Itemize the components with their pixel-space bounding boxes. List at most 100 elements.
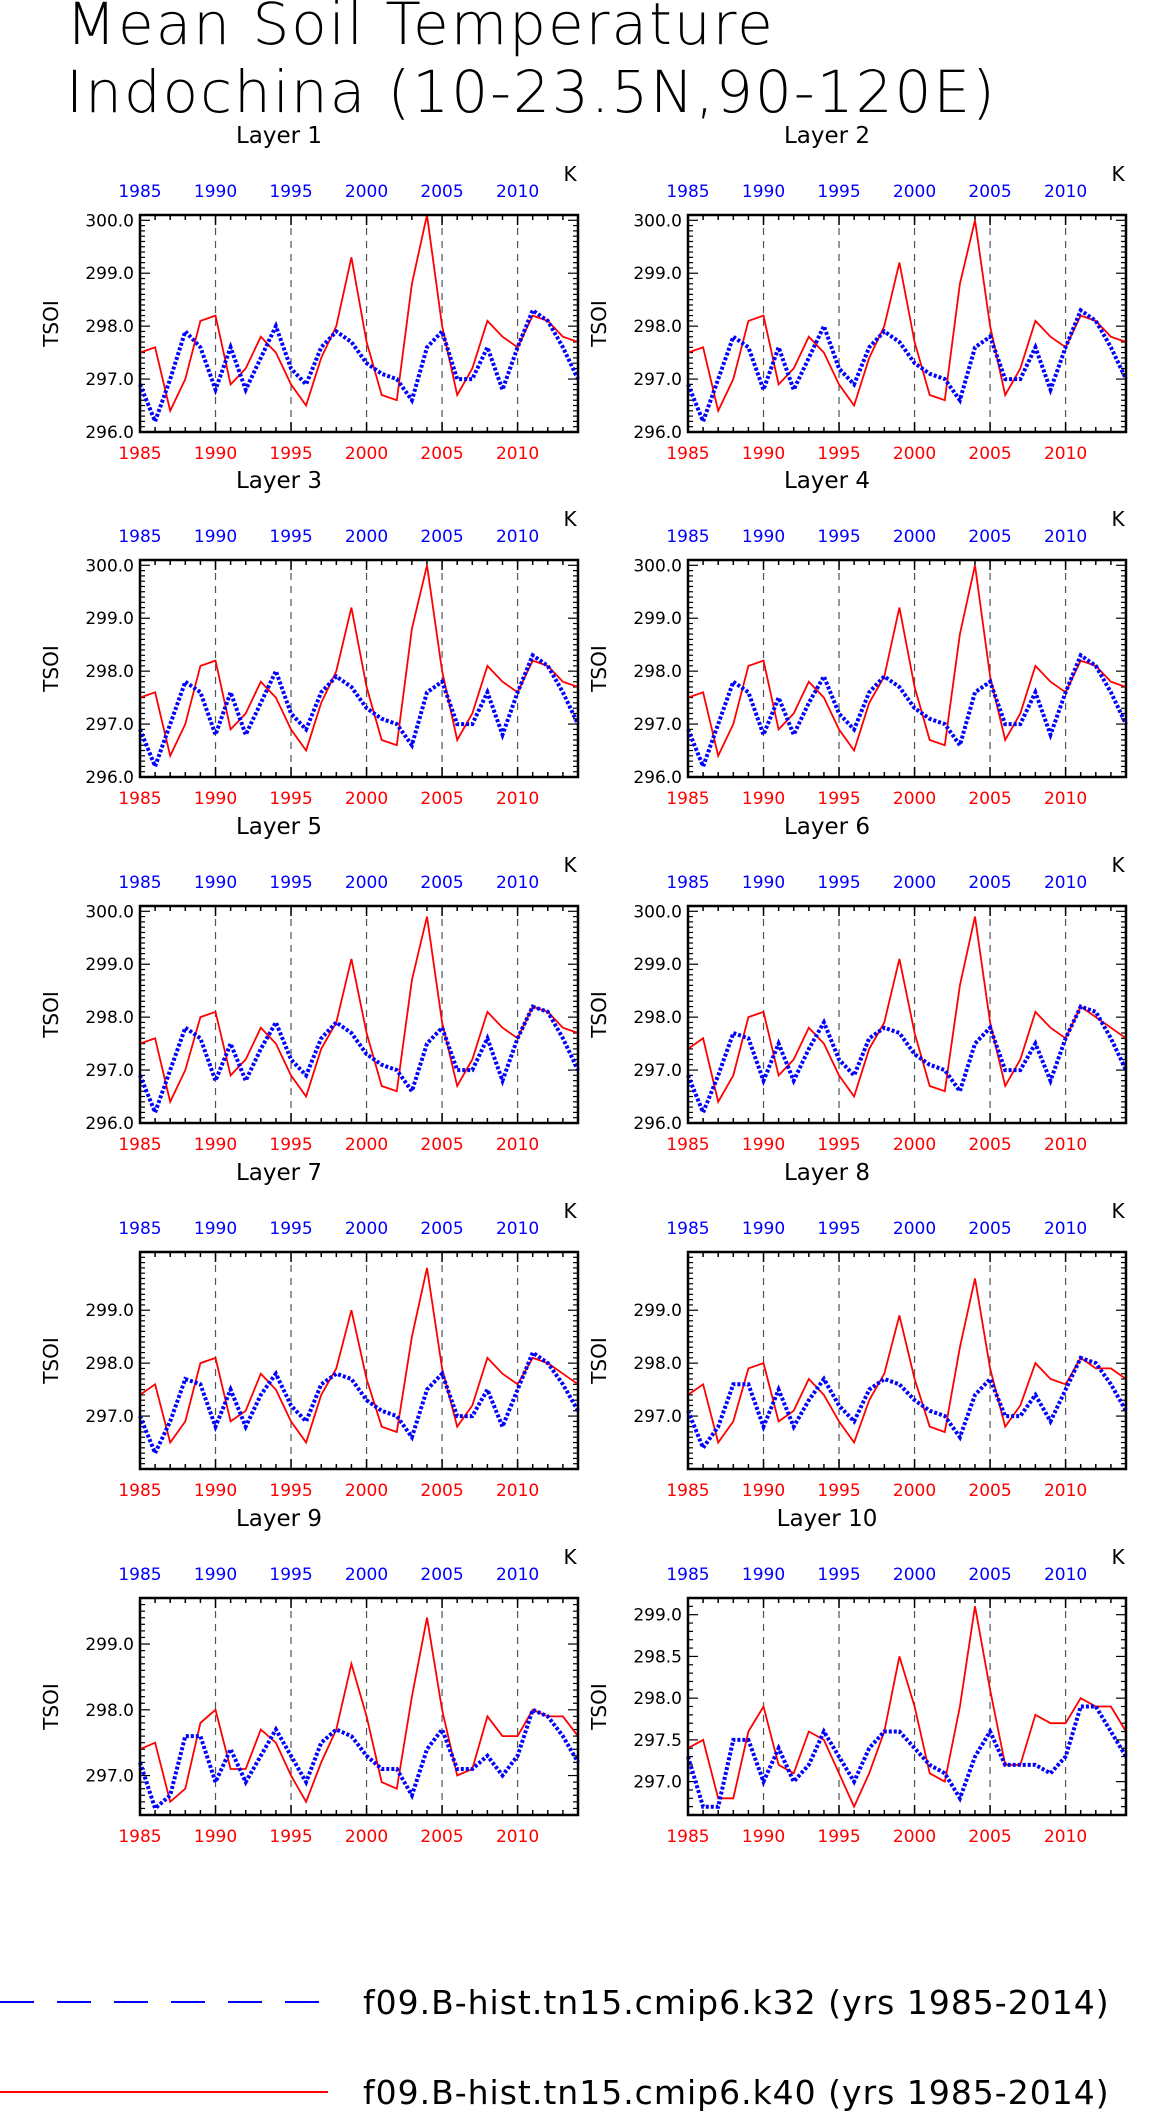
panel-title: Layer 7: [236, 1160, 322, 1186]
top-tick-label: 2010: [1044, 1565, 1087, 1585]
bottom-tick-label: 1990: [742, 444, 785, 464]
top-tick-label: 1990: [194, 1565, 237, 1585]
bottom-tick-label: 1985: [666, 789, 709, 809]
top-tick-label: 2005: [420, 527, 463, 547]
series-line-k32: [138, 1707, 580, 1812]
y-tick-label: 296.0: [633, 768, 682, 788]
y-tick-label: 298.0: [633, 317, 682, 337]
bottom-tick-label: 1985: [666, 1481, 709, 1501]
y-tick-label: 296.0: [633, 423, 682, 443]
bottom-tick-label: 2000: [345, 789, 388, 809]
y-tick-label: 297.0: [85, 1767, 134, 1787]
series-line-k40: [139, 916, 579, 1105]
y-tick-label: 300.0: [85, 556, 134, 576]
bottom-tick-label: 1990: [194, 789, 237, 809]
series-line-k32: [686, 1355, 1128, 1452]
y-axis-label: TSOI: [587, 645, 611, 693]
top-tick-label: 1990: [194, 1219, 237, 1239]
series-line-k32: [138, 1004, 580, 1118]
bottom-tick-label: 1995: [269, 1481, 312, 1501]
y-tick-label: 300.0: [633, 556, 682, 576]
y-tick-label: 297.0: [85, 715, 134, 735]
bottom-tick-label: 2005: [420, 1827, 463, 1847]
y-tick-label: 297.5: [633, 1731, 682, 1751]
unit-label: K: [1111, 853, 1125, 877]
plot-frame: [138, 1596, 580, 1817]
bottom-tick-label: 2010: [1044, 1827, 1087, 1847]
y-tick-label: 298.0: [85, 662, 134, 682]
bottom-tick-label: 1995: [269, 444, 312, 464]
top-tick-label: 2000: [893, 1219, 936, 1239]
y-axis-label: TSOI: [587, 300, 611, 348]
top-tick-label: 1985: [666, 873, 709, 893]
bottom-tick-label: 1995: [817, 1827, 860, 1847]
series-line-k32: [138, 1349, 580, 1459]
top-tick-label: 2000: [893, 527, 936, 547]
bottom-tick-label: 1985: [118, 444, 161, 464]
top-tick-label: 1990: [742, 182, 785, 202]
y-tick-label: 297.0: [633, 1773, 682, 1793]
top-tick-label: 2000: [345, 1219, 388, 1239]
bottom-tick-label: 1995: [269, 789, 312, 809]
panel-title: Layer 9: [236, 1506, 322, 1532]
bottom-tick-label: 2005: [968, 1135, 1011, 1155]
y-tick-label: 299.0: [633, 264, 682, 284]
top-tick-label: 2010: [1044, 182, 1087, 202]
series-line-k32: [138, 307, 580, 427]
series-line-k32: [686, 307, 1128, 427]
bottom-tick-label: 1985: [118, 1481, 161, 1501]
unit-label: K: [1111, 1545, 1125, 1569]
top-tick-label: 1995: [269, 1219, 312, 1239]
plot-frame: [686, 558, 1128, 779]
bottom-tick-label: 2005: [968, 789, 1011, 809]
bottom-tick-label: 1990: [194, 1481, 237, 1501]
unit-label: K: [563, 507, 577, 531]
unit-label: K: [1111, 507, 1125, 531]
y-tick-label: 299.0: [85, 609, 134, 629]
top-tick-label: 1985: [118, 873, 161, 893]
top-tick-label: 2010: [496, 527, 539, 547]
top-tick-label: 1985: [666, 1565, 709, 1585]
y-tick-label: 296.0: [633, 1114, 682, 1134]
plot-frame: [686, 213, 1128, 434]
main-title-line-2: Indochina (10-23.5N,90-120E): [66, 58, 997, 126]
y-axis-label: TSOI: [39, 645, 63, 693]
top-tick-label: 2000: [345, 1565, 388, 1585]
top-tick-label: 1995: [817, 182, 860, 202]
series-line-k40: [687, 220, 1127, 414]
y-tick-label: 297.0: [85, 1061, 134, 1081]
y-tick-label: 299.0: [85, 1301, 134, 1321]
y-tick-label: 298.5: [633, 1647, 682, 1667]
y-axis-label: TSOI: [587, 1337, 611, 1385]
y-tick-label: 299.0: [85, 264, 134, 284]
plot-frame: [138, 904, 580, 1125]
main-title-line-1: Mean Soil Temperature: [66, 0, 775, 58]
y-tick-label: 297.0: [633, 715, 682, 735]
bottom-tick-label: 1985: [666, 444, 709, 464]
legend-label-k40: f09.B-hist.tn15.cmip6.k40 (yrs 1985-2014…: [363, 2073, 1110, 2112]
bottom-tick-label: 2005: [420, 444, 463, 464]
series-line-k40: [687, 565, 1127, 759]
y-axis-label: TSOI: [587, 991, 611, 1039]
plot-frame: [138, 558, 580, 779]
panel-5: Layer 5 K TSOI 296.0 297.0 298.0 299.0 300.0 198…: [39, 814, 580, 1155]
top-tick-label: 2010: [1044, 527, 1087, 547]
top-tick-label: 2005: [968, 1219, 1011, 1239]
top-tick-label: 1985: [118, 182, 161, 202]
y-tick-label: 298.0: [633, 1008, 682, 1028]
top-tick-label: 1995: [817, 873, 860, 893]
y-axis-label: TSOI: [587, 1683, 611, 1731]
top-tick-label: 1985: [666, 182, 709, 202]
bottom-tick-label: 2005: [420, 1481, 463, 1501]
bottom-tick-label: 1995: [817, 444, 860, 464]
top-tick-label: 2000: [893, 1565, 936, 1585]
panel-6: Layer 6 K TSOI 296.0 297.0 298.0 299.0 300.0 198…: [587, 814, 1128, 1155]
y-tick-label: 299.0: [633, 1606, 682, 1626]
y-tick-label: 298.0: [633, 1689, 682, 1709]
panel-1: Layer 1 K TSOI 296.0 297.0 298.0 299.0 300.0 198…: [39, 123, 580, 464]
plot-frame: [686, 1250, 1128, 1471]
y-tick-label: 299.0: [633, 955, 682, 975]
top-tick-label: 2005: [420, 873, 463, 893]
top-tick-label: 2000: [893, 182, 936, 202]
bottom-tick-label: 1995: [269, 1827, 312, 1847]
